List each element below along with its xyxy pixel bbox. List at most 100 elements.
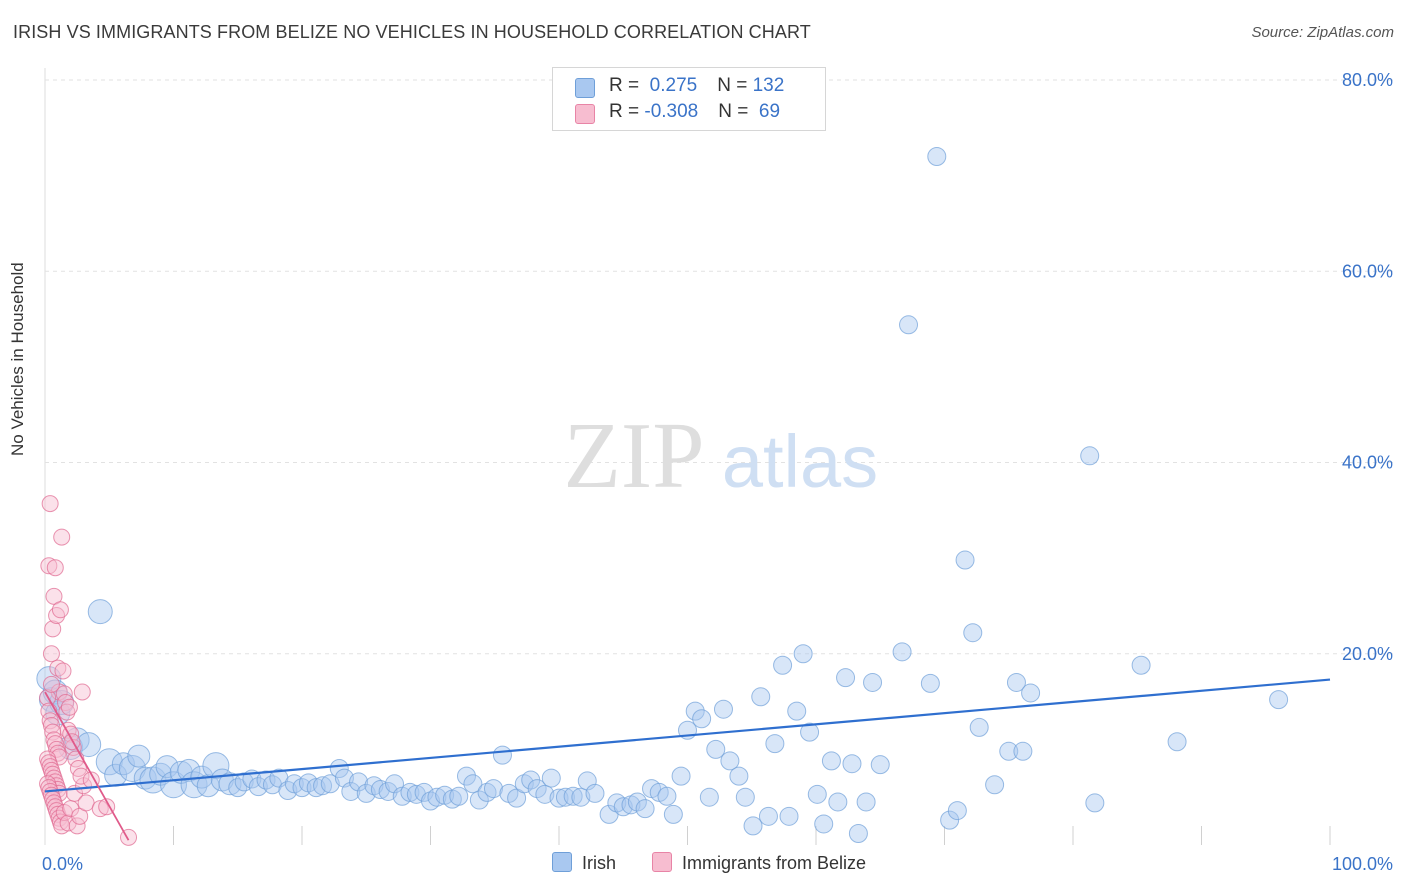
gridlines — [44, 68, 1393, 845]
irish-point — [313, 776, 333, 796]
irish-point — [1269, 690, 1289, 710]
irish-point — [406, 784, 426, 804]
y-axis-tick-labels: 20.0% 40.0% 60.0% 80.0% — [1342, 70, 1393, 664]
irish-point — [449, 786, 469, 806]
y-axis-label: No Vehicles in Household — [8, 262, 27, 456]
irish-point — [349, 772, 369, 792]
belize-point — [46, 735, 64, 753]
irish-point — [863, 672, 883, 692]
irish-point — [685, 701, 705, 721]
belize-point — [98, 798, 116, 816]
belize-r-value: -0.308 — [644, 101, 699, 122]
irish-point — [765, 734, 785, 754]
irish-point — [378, 781, 398, 801]
belize-point — [51, 601, 69, 619]
belize-point — [40, 557, 58, 575]
irish-point — [828, 792, 848, 812]
irish-point — [1006, 672, 1026, 692]
belize-point — [42, 675, 60, 693]
irish-point — [234, 772, 254, 792]
irish-point — [692, 709, 712, 729]
irish-point — [177, 758, 201, 782]
watermark-atlas: atlas — [722, 420, 878, 503]
irish-point — [585, 783, 605, 803]
irish-point — [555, 787, 575, 807]
irish-point — [963, 623, 983, 643]
irish-r-label: R = — [609, 75, 645, 96]
belize-point — [55, 685, 73, 703]
irish-point — [985, 775, 1005, 795]
irish-point — [456, 766, 476, 786]
irish-point — [814, 814, 834, 834]
irish-point — [892, 642, 912, 662]
irish-point — [370, 780, 390, 800]
irish-point — [76, 732, 102, 758]
x-tick-label-end: 100.0% — [1332, 854, 1393, 874]
belize-point — [60, 698, 78, 716]
data-points — [36, 147, 1289, 846]
belize-point — [91, 800, 109, 818]
irish-point — [1013, 741, 1033, 761]
irish-r-value: 0.275 — [644, 75, 698, 96]
irish-point — [400, 782, 420, 802]
irish-point — [899, 315, 919, 335]
y-tick-label-60: 60.0% — [1342, 261, 1393, 281]
watermark-zip: ZIP — [564, 404, 705, 508]
belize-point — [46, 559, 64, 577]
irish-n-label: N = — [717, 75, 753, 96]
belize-n-value: 69 — [753, 101, 781, 122]
belize-n-label: N = — [718, 101, 754, 122]
irish-point — [800, 722, 820, 742]
belize-point — [41, 495, 59, 513]
irish-point — [111, 752, 135, 776]
irish-point — [563, 786, 583, 806]
irish-point — [729, 766, 749, 786]
irish-point — [320, 774, 340, 794]
irish-point — [940, 810, 960, 830]
irish-point — [427, 787, 447, 807]
irish-point — [1167, 732, 1187, 752]
irish-point — [527, 779, 547, 799]
trend-lines — [44, 678, 1331, 841]
irish-point — [571, 787, 591, 807]
irish-point — [657, 786, 677, 806]
belize-point — [58, 703, 76, 721]
irish-n-value: 132 — [752, 75, 785, 96]
belize-point — [53, 528, 71, 546]
irish-trend-line — [44, 678, 1331, 793]
irish-point — [248, 777, 268, 797]
irish-point — [856, 792, 876, 812]
belize-legend-swatch-icon — [652, 852, 672, 872]
belize-point — [63, 733, 81, 751]
irish-point — [955, 550, 975, 570]
irish-point — [127, 744, 151, 768]
watermark: ZIP atlas — [564, 404, 879, 508]
irish-point — [469, 790, 489, 810]
irish-point — [341, 781, 361, 801]
irish-point — [463, 774, 483, 794]
irish-point — [1021, 683, 1041, 703]
irish-point — [920, 673, 940, 693]
irish-point — [758, 806, 778, 826]
y-tick-label-20: 20.0% — [1342, 644, 1393, 664]
irish-point — [87, 599, 113, 625]
belize-point — [44, 620, 62, 638]
irish-point — [787, 701, 807, 721]
irish-point — [836, 668, 856, 688]
legend-label-irish: Irish — [582, 853, 617, 873]
irish-point — [356, 783, 376, 803]
irish-point — [743, 816, 763, 836]
irish-point — [635, 799, 655, 819]
irish-point — [549, 788, 569, 808]
belize-point — [54, 662, 72, 680]
irish-point — [870, 755, 890, 775]
chart-title: IRISH VS IMMIGRANTS FROM BELIZE NO VEHIC… — [13, 22, 811, 42]
legend-item-belize: Immigrants from Belize — [652, 852, 866, 874]
source-label: Source: ZipAtlas.com — [1251, 24, 1394, 41]
irish-point — [118, 755, 146, 782]
irish-point — [541, 768, 561, 788]
irish-point — [1080, 446, 1100, 466]
belize-swatch-icon — [575, 104, 595, 124]
irish-point — [720, 751, 740, 771]
irish-point — [927, 147, 947, 166]
